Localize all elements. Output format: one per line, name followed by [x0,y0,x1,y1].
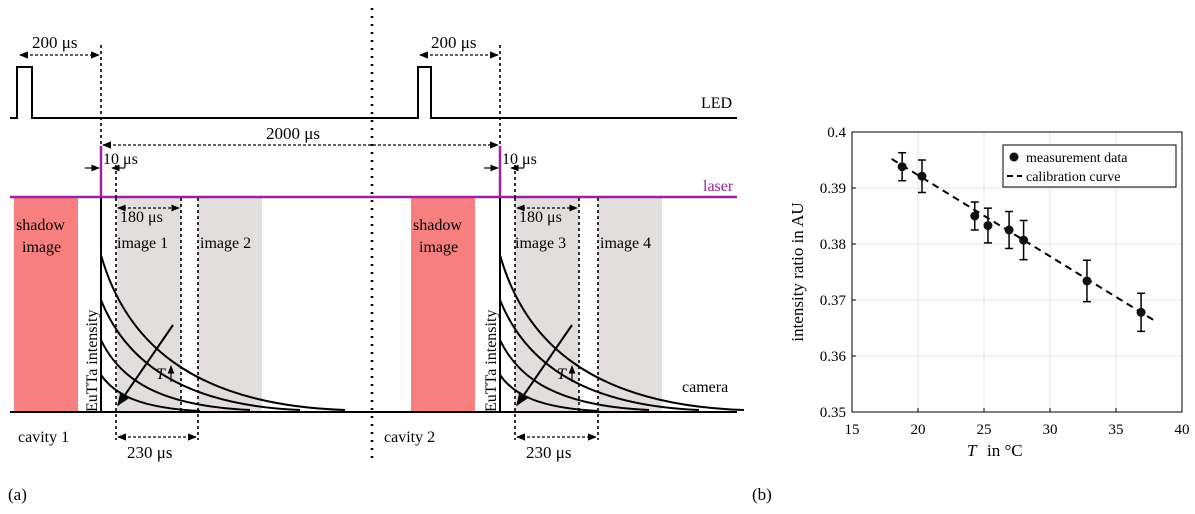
x-tick-label: 20 [911,422,926,438]
shadow-window-2 [411,198,475,412]
laser-pulse-text-1: 10 μs [103,151,138,168]
x-tick-label: 35 [1109,422,1124,438]
cavity-2-label: cavity 2 [384,429,435,446]
decay-curves-2 [499,254,745,412]
shadow-label-2a: shadow [413,217,462,234]
image-label-3: image 3 [515,235,566,252]
shadow-window-1 [14,198,78,412]
shadow-label-1b: image [22,239,61,256]
y-tick-label: 0.39 [820,181,846,197]
temp-label-2: T [557,366,567,383]
data-point [897,162,907,172]
led-delay-text-1: 200 μs [32,33,77,52]
span-text-1: 230 μs [127,443,172,462]
laser-pulse-text-2: 10 μs [502,151,537,168]
data-point [917,171,927,181]
decay-curves-1 [100,254,346,412]
legend-measurement: measurement data [1026,151,1128,166]
image-label-2: image 2 [200,235,251,252]
data-point [1019,235,1029,245]
y-axis-label: intensity ratio in AU [788,202,807,341]
image-label-1: image 1 [117,235,168,252]
shadow-label-1a: shadow [16,217,65,234]
temp-label-1: T [156,366,166,383]
gap-text-2: 180 μs [519,209,562,226]
legend-box [1002,144,1177,188]
x-tick-label: 15 [845,422,860,438]
temperature-arrow-1 [117,324,174,407]
intensity-label-1: EuTTa intensity [84,310,101,412]
measurement-points [897,151,1146,333]
calibration-line [891,158,1157,323]
shadow-label-2b: image [419,239,458,256]
data-point [970,211,980,221]
data-point [1082,276,1092,286]
chart-legend: measurement data calibration curve [1002,144,1177,188]
data-point [1004,225,1014,235]
temperature-arrow-2 [516,324,573,407]
calibration-curve [891,158,1157,323]
timing-diagram: LED laser camera T T [8,8,745,504]
x-tick-label: 40 [1175,422,1190,438]
legend-calibration: calibration curve [1026,170,1120,185]
y-tick-label: 0.37 [820,293,847,309]
guide-lines [100,45,599,440]
y-tick-label: 0.4 [827,125,846,141]
image-window-4 [598,198,662,412]
period-text: 2000 μs [266,124,320,143]
panel-b-label: (b) [752,485,772,504]
x-tick-label: 30 [1043,422,1058,438]
legend-marker-measurement [1009,152,1019,162]
x-ticks: 15 20 25 30 35 40 [845,408,1190,438]
led-delay-text-2: 200 μs [431,33,476,52]
y-ticks: 0.35 0.36 0.37 0.38 0.39 0.4 [820,125,856,421]
image-label-4: image 4 [600,235,651,252]
data-point [1136,307,1146,317]
panel-a-label: (a) [8,485,27,504]
y-tick-label: 0.35 [820,405,846,421]
y-tick-label: 0.38 [820,237,846,253]
image-window-1 [117,198,181,412]
cavity-1-label: cavity 1 [18,429,69,446]
span-text-2: 230 μs [526,443,571,462]
intensity-label-2: EuTTa intensity [483,310,500,412]
plot-frame [851,131,1183,413]
image-window-3 [515,198,579,412]
x-axis-var: T [967,441,978,460]
x-tick-label: 25 [977,422,992,438]
calibration-chart: 15 20 25 30 35 40 0.35 0.36 0.37 0.38 0.39 0.4 mea… [752,125,1190,504]
camera-label: camera [682,379,728,396]
led-signal [10,66,737,119]
y-tick-label: 0.36 [820,349,847,365]
led-label: LED [701,95,732,112]
image-window-2 [198,198,262,412]
x-axis-unit: in °C [987,441,1023,460]
data-point [983,221,993,231]
laser-label: laser [703,178,734,195]
gap-text-1: 180 μs [120,209,163,226]
